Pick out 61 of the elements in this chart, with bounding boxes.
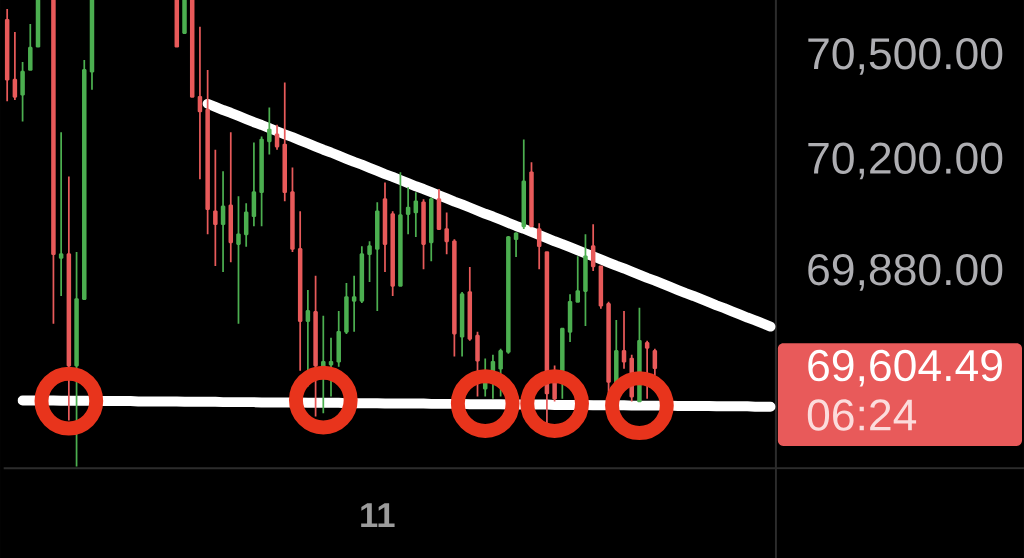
candlestick (652, 348, 658, 377)
candlestick (467, 266, 473, 342)
candlestick (174, 0, 180, 48)
candlestick (51, 0, 56, 325)
candlestick (182, 0, 187, 34)
candlestick (290, 166, 295, 253)
candlestick (459, 291, 465, 358)
candlestick (243, 202, 249, 248)
candlestick (20, 61, 25, 123)
candlestick (89, 0, 95, 91)
candlestick (251, 141, 257, 228)
candlestick (375, 201, 380, 312)
candlestick (58, 131, 64, 297)
text: 69,604.49 (808, 349, 1002, 387)
candlestick (359, 245, 365, 304)
candlestick (567, 293, 573, 343)
y-tick-label: 70,500.00 (808, 38, 1003, 75)
candlestick (421, 198, 426, 271)
candlestick (436, 188, 442, 230)
candlestick (336, 310, 341, 368)
x-tick-label: 11 (361, 503, 395, 528)
candlestick (274, 123, 280, 151)
candlestick (4, 8, 10, 103)
candlestick (575, 255, 581, 303)
candlestick (297, 210, 303, 372)
candlestick (390, 210, 395, 297)
candlestick (28, 23, 33, 71)
candlestick (506, 235, 511, 355)
candlestick (267, 106, 272, 156)
candlestick (405, 186, 411, 236)
y-tick-label: 70,200.00 (808, 142, 1003, 180)
candlestick (213, 148, 218, 267)
candlestick (282, 81, 288, 203)
candlestick (521, 138, 527, 230)
candlestick (351, 274, 357, 333)
candlestick (220, 170, 226, 273)
text: 06:24 (807, 399, 917, 431)
candlestick (413, 191, 419, 238)
candlestick (205, 69, 210, 236)
candlestick (428, 196, 434, 263)
candlestick (583, 233, 588, 327)
candlestick (259, 135, 264, 228)
y-tick-label: 69,880.00 (808, 253, 1003, 291)
candlestick (598, 265, 604, 310)
candlestick (66, 175, 72, 422)
candlestick (382, 181, 388, 273)
candlestick (529, 161, 534, 228)
candlestick (536, 222, 542, 271)
candlestick (197, 25, 203, 181)
candlestick (621, 310, 627, 370)
candlestick (513, 231, 519, 258)
candlestick (398, 171, 403, 287)
candlestick (82, 59, 87, 300)
candlestick (344, 282, 349, 335)
candlestick (444, 211, 449, 256)
candlestick (35, 0, 41, 48)
candlestick (12, 31, 18, 101)
candlestick (590, 223, 596, 272)
candlestick (560, 327, 565, 400)
candlestick (228, 131, 234, 264)
candlestick (452, 238, 457, 358)
